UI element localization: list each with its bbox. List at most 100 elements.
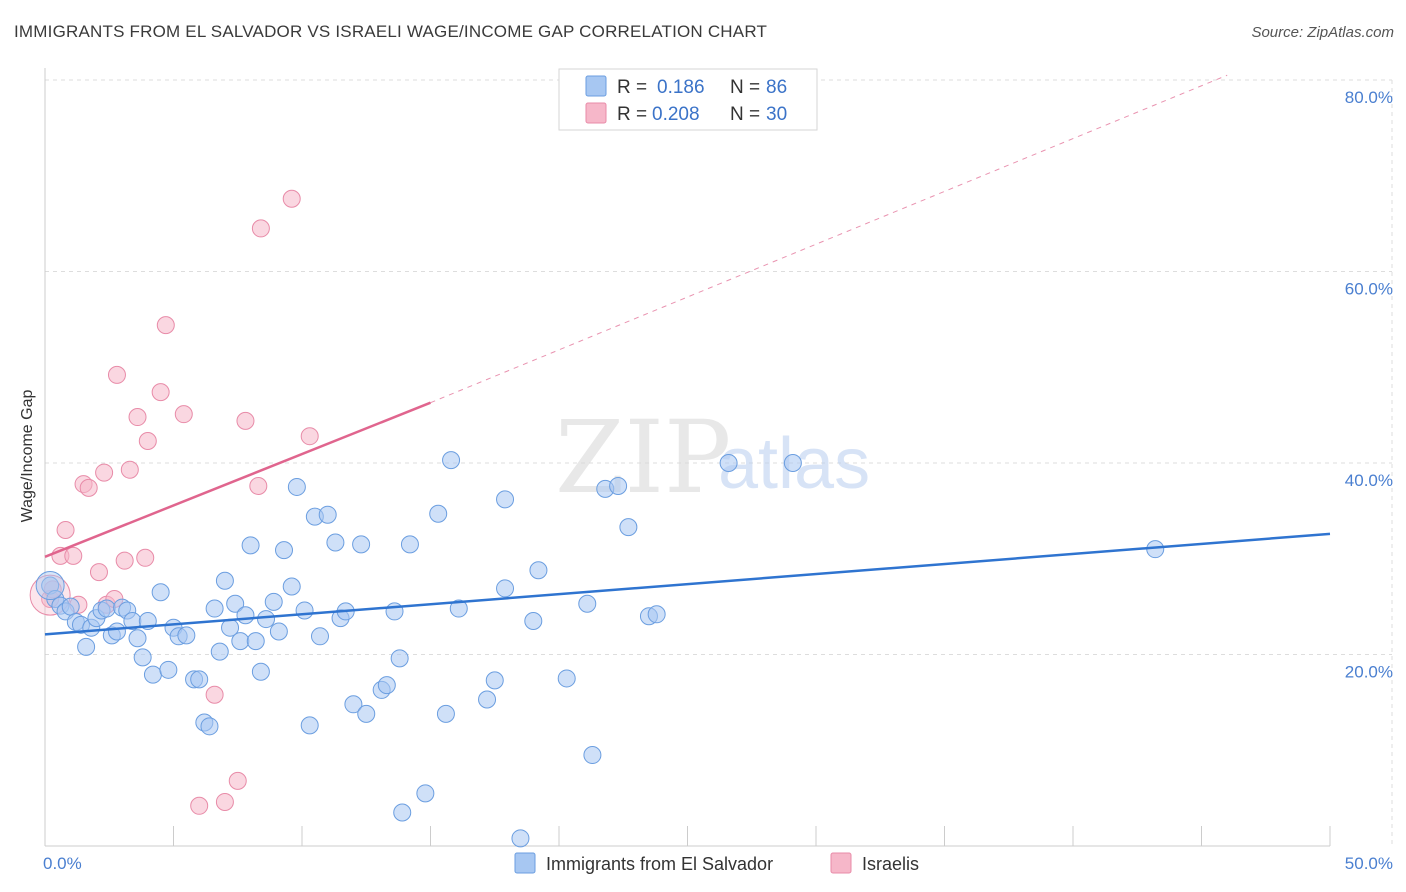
chart-title: IMMIGRANTS FROM EL SALVADOR VS ISRAELI W… — [14, 22, 768, 41]
bottom-legend-swatch-blue — [514, 852, 536, 874]
el-salvador-point — [619, 518, 638, 537]
el-salvador-point — [226, 594, 245, 613]
bottom-legend-el-salvador: Immigrants from El Salvador — [546, 854, 773, 874]
el-salvador-point — [143, 665, 162, 684]
israelis-point — [107, 365, 126, 384]
y-tick-label-60: 60.0% — [1345, 280, 1393, 299]
israelis-point — [79, 478, 98, 497]
x-tick-label-max: 50.0% — [1345, 854, 1393, 873]
el-salvador-point — [300, 716, 319, 735]
el-salvador-point — [400, 535, 419, 554]
bottom-legend-israelis: Israelis — [862, 854, 919, 874]
el-salvador-point — [97, 599, 116, 618]
el-salvador-point — [609, 476, 628, 495]
legend-n-label-2: N = — [730, 104, 760, 125]
israelis-point — [282, 189, 301, 208]
legend-r-label-2: R = — [617, 104, 647, 125]
legend-r-label-1: R = — [617, 77, 647, 98]
el-salvador-point — [241, 536, 260, 555]
israelis-point — [56, 521, 75, 540]
israelis-point — [120, 460, 139, 479]
el-salvador-point — [436, 704, 455, 723]
el-salvador-point — [128, 629, 147, 648]
el-salvador-point — [275, 541, 294, 560]
y-tick-label-40: 40.0% — [1345, 471, 1393, 490]
el-salvador-point — [393, 803, 412, 822]
el-salvador-point — [578, 594, 597, 613]
el-salvador-point — [282, 577, 301, 596]
correlation-legend: R = 0.186 N = 86 R = 0.208 N = 30 — [558, 68, 818, 131]
israelis-point — [128, 408, 147, 427]
israelis-point — [174, 405, 193, 424]
source-label: Source: ZipAtlas.com — [1251, 24, 1394, 41]
el-salvador-point — [251, 662, 270, 681]
el-salvador-point — [151, 583, 170, 602]
israelis-point — [190, 796, 209, 815]
israelis-point — [249, 476, 268, 495]
el-salvador-point — [478, 690, 497, 709]
israelis-point — [151, 383, 170, 402]
el-salvador-point — [264, 592, 283, 611]
el-salvador-point — [719, 454, 738, 472]
el-salvador-point — [647, 605, 666, 624]
legend-r-value-1: 0.186 — [657, 77, 705, 98]
el-salvador-point — [496, 490, 515, 509]
el-salvador-point — [190, 670, 209, 689]
israelis-point — [95, 463, 114, 482]
israelis-point — [89, 563, 108, 582]
trend-line-israelis — [44, 401, 431, 558]
series-israelis — [29, 189, 319, 815]
bottom-legend-swatch-pink — [830, 852, 852, 874]
axes — [44, 68, 1331, 847]
el-salvador-point — [326, 533, 345, 552]
watermark-zip: ZIP — [555, 399, 731, 516]
el-salvador-point — [210, 642, 229, 661]
israelis-point — [251, 219, 270, 238]
el-salvador-point — [511, 829, 530, 848]
el-salvador-point — [344, 695, 363, 714]
series-el-salvador — [35, 451, 1165, 848]
trend-line-israelis-extended — [430, 74, 1228, 404]
el-salvador-point — [390, 649, 409, 668]
el-salvador-point — [257, 610, 276, 629]
y-tick-label-20: 20.0% — [1345, 663, 1393, 682]
el-salvador-point — [231, 632, 250, 651]
israelis-point — [64, 546, 83, 565]
el-salvador-cluster-point — [35, 571, 65, 601]
el-salvador-point — [77, 637, 96, 656]
el-salvador-point — [529, 561, 548, 580]
el-salvador-point — [215, 571, 234, 590]
y-tick-label-80: 80.0% — [1345, 88, 1393, 107]
watermark: ZIP atlas — [555, 399, 870, 516]
el-salvador-point — [357, 704, 376, 723]
el-salvador-point — [246, 632, 265, 651]
legend-n-value-2: 30 — [766, 104, 787, 125]
legend-n-label-1: N = — [730, 77, 760, 98]
el-salvador-point — [133, 648, 152, 667]
el-salvador-point — [107, 622, 126, 641]
el-salvador-point — [449, 599, 468, 618]
el-salvador-point — [295, 601, 314, 620]
el-salvador-point — [236, 606, 255, 625]
el-salvador-point — [205, 599, 224, 618]
israelis-point — [115, 551, 134, 570]
legend-swatch-pink — [585, 102, 607, 124]
el-salvador-point — [318, 505, 337, 524]
el-salvador-point — [287, 477, 306, 496]
israelis-point — [236, 411, 255, 430]
el-salvador-point — [442, 451, 461, 470]
el-salvador-point — [377, 676, 396, 695]
trend-line-el-salvador — [44, 532, 1331, 636]
tick-labels: 20.0% 40.0% 60.0% 80.0% 0.0% 50.0% — [43, 88, 1393, 873]
el-salvador-point — [310, 627, 329, 646]
israelis-point — [136, 548, 155, 567]
legend-swatch-blue — [585, 75, 607, 97]
israelis-point — [215, 792, 234, 811]
el-salvador-point — [177, 626, 196, 645]
el-salvador-point — [159, 660, 178, 679]
israelis-point — [156, 316, 175, 335]
trend-lines — [44, 74, 1331, 636]
el-salvador-point — [485, 671, 504, 690]
israelis-point — [138, 431, 157, 450]
